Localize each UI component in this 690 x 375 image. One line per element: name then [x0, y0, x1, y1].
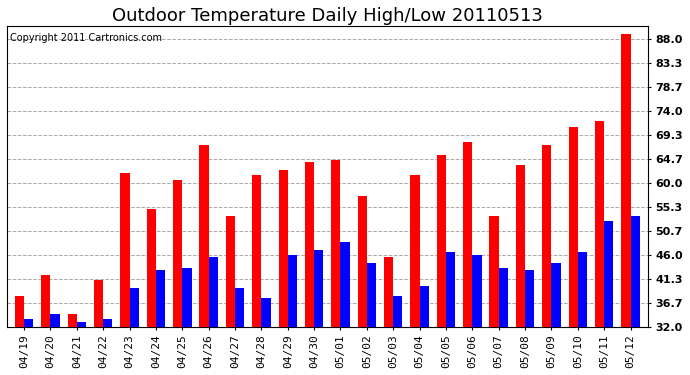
Bar	[420, 286, 428, 375]
Bar	[463, 142, 473, 375]
Bar	[130, 288, 139, 375]
Text: Copyright 2011 Cartronics.com: Copyright 2011 Cartronics.com	[10, 33, 162, 42]
Bar	[235, 288, 244, 375]
Bar	[446, 252, 455, 375]
Bar	[182, 268, 192, 375]
Bar	[384, 257, 393, 375]
Bar	[367, 262, 376, 375]
Bar	[68, 314, 77, 375]
Bar	[604, 222, 613, 375]
Bar	[288, 255, 297, 375]
Bar	[411, 175, 420, 375]
Bar	[50, 314, 59, 375]
Bar	[489, 216, 499, 375]
Bar	[314, 250, 324, 375]
Bar	[104, 319, 112, 375]
Bar	[525, 270, 534, 375]
Bar	[340, 242, 350, 375]
Title: Outdoor Temperature Daily High/Low 20110513: Outdoor Temperature Daily High/Low 20110…	[112, 7, 543, 25]
Bar	[473, 255, 482, 375]
Bar	[226, 216, 235, 375]
Bar	[631, 216, 640, 375]
Bar	[262, 298, 270, 375]
Bar	[305, 162, 314, 375]
Bar	[199, 144, 208, 375]
Bar	[156, 270, 165, 375]
Bar	[279, 170, 288, 375]
Bar	[24, 319, 33, 375]
Bar	[595, 122, 604, 375]
Bar	[208, 257, 218, 375]
Bar	[569, 126, 578, 375]
Bar	[120, 173, 130, 375]
Bar	[437, 155, 446, 375]
Bar	[578, 252, 587, 375]
Bar	[542, 144, 551, 375]
Bar	[173, 180, 182, 375]
Bar	[516, 165, 525, 375]
Bar	[331, 160, 340, 375]
Bar	[94, 280, 104, 375]
Bar	[551, 262, 561, 375]
Bar	[77, 321, 86, 375]
Bar	[393, 296, 402, 375]
Bar	[252, 175, 262, 375]
Bar	[15, 296, 24, 375]
Bar	[147, 209, 156, 375]
Bar	[41, 275, 50, 375]
Bar	[621, 34, 631, 375]
Bar	[499, 268, 508, 375]
Bar	[357, 196, 367, 375]
